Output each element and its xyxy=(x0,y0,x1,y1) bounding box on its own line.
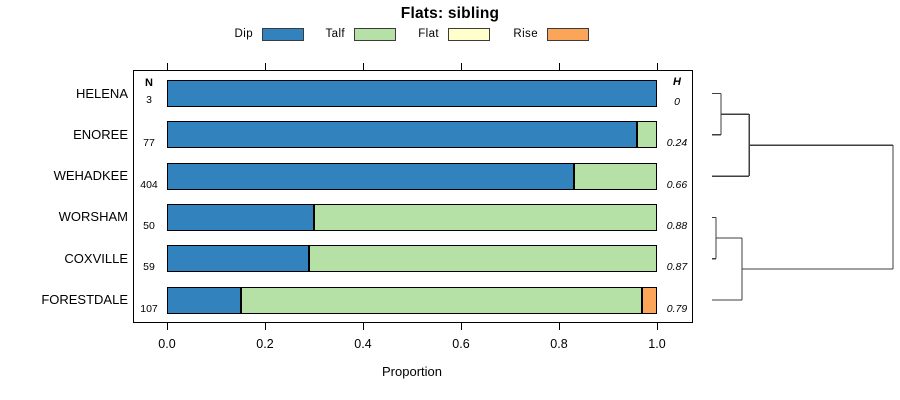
row-label: HELENA xyxy=(75,85,128,101)
x-tick-top xyxy=(363,63,365,70)
bar-segment-dip xyxy=(167,162,574,190)
h-value: 0.79 xyxy=(666,302,688,315)
bar-segment-talf xyxy=(314,203,657,231)
x-tick-label: 0.8 xyxy=(550,337,568,351)
legend-label: Flat xyxy=(418,28,439,40)
row-label: FORESTDALE xyxy=(41,292,128,307)
n-value: 59 xyxy=(143,261,155,274)
x-tick-top xyxy=(657,63,659,70)
x-tick xyxy=(657,323,659,330)
legend-label: Talf xyxy=(325,28,345,40)
x-tick-label: 0.6 xyxy=(452,337,470,351)
h-value: 0.87 xyxy=(666,261,688,274)
row-label: WORSHAM xyxy=(58,209,128,225)
x-tick xyxy=(559,323,561,330)
bar-segment-dip xyxy=(167,121,638,149)
bar-segment-dip xyxy=(167,203,314,231)
n-column-header: N xyxy=(145,77,153,89)
legend-label: Rise xyxy=(513,28,538,40)
x-tick-label: 0.2 xyxy=(256,337,274,351)
x-tick-label: 0.0 xyxy=(158,337,176,351)
legend-swatch xyxy=(448,28,490,41)
x-tick xyxy=(167,323,169,330)
x-tick xyxy=(265,323,267,330)
bar-segment-dip xyxy=(167,286,241,314)
x-tick xyxy=(363,323,365,330)
bar-segment-dip xyxy=(167,80,657,107)
row-label: COXVILLE xyxy=(64,250,128,266)
bar-segment-talf xyxy=(309,245,657,273)
x-tick-label: 0.4 xyxy=(354,337,372,351)
n-value: 77 xyxy=(143,137,155,150)
n-value: 404 xyxy=(140,178,158,191)
x-tick xyxy=(461,323,463,330)
legend-label: Dip xyxy=(234,28,253,40)
h-value: 0 xyxy=(674,96,680,108)
bar-segment-talf xyxy=(637,121,657,149)
plot-box xyxy=(133,70,693,323)
bar-segment-dip xyxy=(167,245,310,273)
h-value: 0.66 xyxy=(666,178,688,191)
x-axis-title: Proportion xyxy=(382,364,442,379)
legend-swatch xyxy=(547,28,589,41)
n-value: 3 xyxy=(146,93,152,106)
x-tick-top xyxy=(461,63,463,70)
chart-title: Flats: sibling xyxy=(400,5,500,22)
x-tick-top xyxy=(167,63,169,70)
row-label: ENOREE xyxy=(73,126,128,142)
row-label: WEHADKEE xyxy=(53,168,128,184)
h-value: 0.88 xyxy=(666,219,688,232)
x-tick-label: 1.0 xyxy=(648,337,666,351)
h-value: 0.24 xyxy=(666,137,688,150)
bar-segment-talf xyxy=(573,162,657,190)
bar-segment-talf xyxy=(240,286,643,314)
x-tick-top xyxy=(265,63,267,70)
legend-swatch xyxy=(354,28,396,41)
n-value: 107 xyxy=(140,302,158,315)
legend-swatch xyxy=(262,28,304,41)
n-value: 50 xyxy=(143,219,155,232)
x-tick-top xyxy=(559,63,561,70)
bar-segment-rise xyxy=(642,286,657,314)
h-column-header: H xyxy=(673,76,681,88)
